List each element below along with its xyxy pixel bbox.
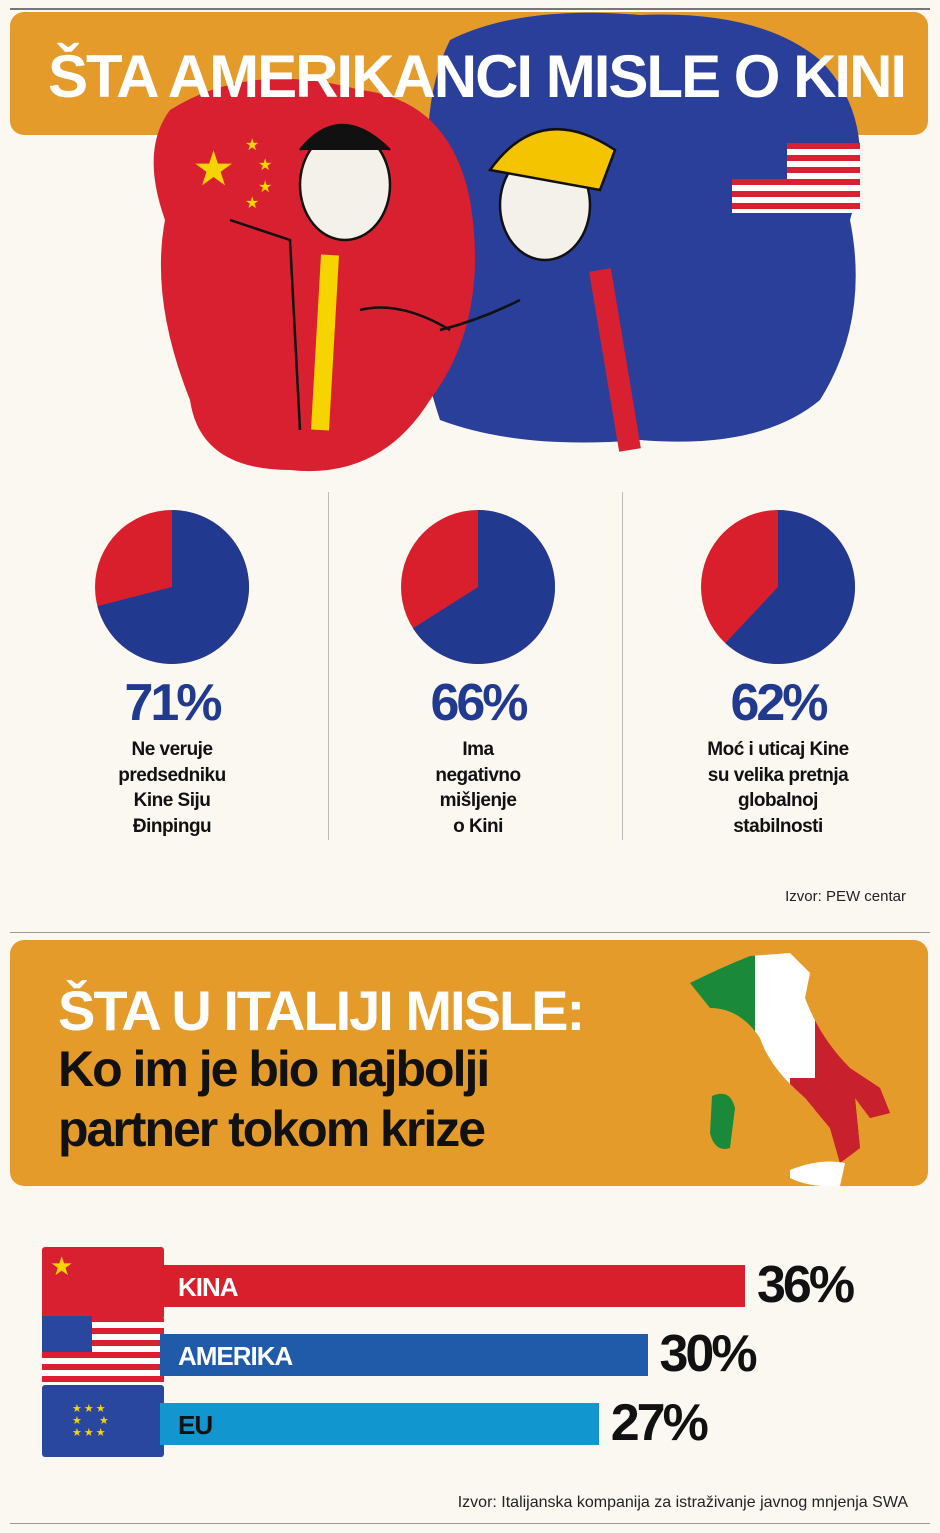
pie-chart [95,510,249,664]
divider [328,492,329,840]
italy-subtitle-line-1: Ko im je bio najbolji [58,1041,490,1097]
pie-slice-value [412,510,555,664]
source-pew: Izvor: PEW centar [785,888,906,905]
china-flag-icon: ★ [42,1247,164,1319]
pie-percent-label: 71% [124,674,222,732]
divider [622,492,623,840]
pie-description-line: Moć i uticaj Kine [707,739,849,760]
bar: KINA [160,1265,745,1307]
bar-value-label: 27% [610,1394,709,1452]
pie-percent-label: 62% [730,674,828,732]
pie-description-line: negativno [435,764,521,786]
pie-description-line: o Kini [453,815,503,837]
right-figure [439,128,641,452]
bar-category-label: EU [178,1410,213,1440]
left-figure [229,123,451,431]
bar-category-label: AMERIKA [178,1341,293,1371]
svg-text:★: ★ [245,195,259,212]
pie-description-line: globalnoj [738,790,818,811]
red-blob [153,78,476,472]
eu-flag-icon: ★★★ ★ ★ ★★★ [42,1385,164,1457]
bar: EU [160,1403,599,1445]
italy-subtitle-line-2: partner tokom krize [58,1101,486,1157]
china-stars-icon: ★ ★★★★ [192,137,272,212]
pie-chart [401,510,555,664]
pie-description-line: Kine Siju [133,790,211,811]
svg-text:★: ★ [258,157,272,174]
section-rule [10,932,930,933]
bar: AMERIKA [160,1334,648,1376]
pie-description-line: mišljenje [439,790,517,811]
pie-description-line: Ima [462,739,494,760]
pie-slice-value [725,510,855,664]
svg-text:★: ★ [258,179,272,196]
usa-flag-icon [42,1316,164,1388]
bar-category-label: KINA [178,1272,239,1302]
bar-value-label: 30% [659,1325,758,1383]
pie-description-line: stabilnosti [733,815,823,837]
svg-text:★: ★ [245,137,259,154]
bottom-rule [10,1523,930,1524]
pie-description-line: Ne veruje [131,739,213,760]
pie-description-line: predsedniku [118,764,226,786]
pie-slice-value [97,510,249,664]
usa-flag-icon [732,143,860,213]
italy-title: ŠTA U ITALIJI MISLE: [58,979,585,1042]
pie-percent-label: 66% [430,674,528,732]
top-rule [10,8,930,10]
svg-text:★: ★ [192,143,235,196]
pie-chart [701,510,855,664]
blue-blob [417,12,860,443]
illustration-handshake: ★ ★★★★ [153,12,860,472]
bar-value-label: 36% [757,1256,855,1314]
page-title: ŠTA AMERIKANCI MISLE O KINI [48,43,907,110]
pie-description-line: su velika pretnja [707,764,849,786]
italy-map-icon [690,953,890,1187]
source-swa: Izvor: Italijanska kompanija za istraživ… [457,1494,908,1511]
pie-description-line: Đinpingu [132,815,212,837]
